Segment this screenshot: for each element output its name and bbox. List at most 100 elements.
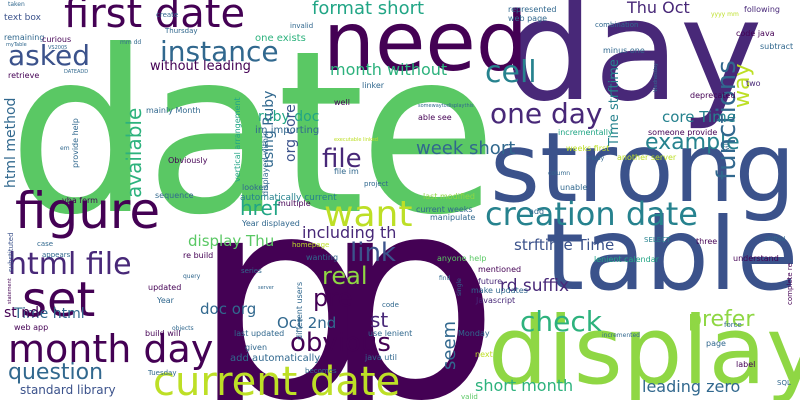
word-project: project	[364, 180, 389, 188]
word-taken: taken	[8, 1, 25, 8]
word-provide-help: provide help	[71, 118, 80, 168]
word-query: query	[183, 273, 201, 280]
word-wednesday: Wednesday	[653, 63, 659, 92]
word-wanting: wanting	[306, 253, 339, 262]
word-looked: looked	[242, 183, 269, 192]
word-unable: unable	[560, 183, 588, 192]
word-someone-provide: someone provide	[648, 128, 718, 137]
word-without-leading: without leading	[150, 59, 251, 74]
word-vba-form: vba form	[62, 196, 98, 205]
word-instance: instance	[160, 35, 279, 68]
word-force: force	[724, 321, 742, 329]
word-following: following	[744, 5, 780, 14]
word-homepage: homepage	[292, 241, 330, 249]
word-one-exists: one exists	[255, 33, 306, 44]
word-month-day: month day	[8, 327, 214, 371]
word-retrieve: retrieve	[8, 71, 40, 80]
word-subtract: subtract	[760, 42, 794, 51]
word-real: real	[322, 262, 368, 290]
word-current-date: current date	[153, 359, 401, 400]
word-oct-2nd: Oct 2nd	[277, 314, 337, 332]
word-mentioned: mentioned	[478, 265, 522, 274]
word-current-weeks: current weeks	[416, 205, 473, 214]
word-make-updates: make updates	[471, 286, 528, 295]
word-available: available	[122, 107, 146, 198]
word-minus-one: minus one	[603, 46, 645, 55]
word-updated: updated	[148, 283, 182, 292]
word-label: label	[736, 360, 756, 369]
word-java-util: java util	[365, 353, 397, 362]
word-represented: represented	[508, 5, 557, 14]
word-re-build: re build	[183, 251, 214, 260]
word-strftime-time: strftime Time	[514, 236, 615, 254]
word-server: server	[258, 285, 274, 291]
word-figure: figure	[15, 182, 161, 240]
word-cell: cell	[485, 55, 537, 90]
word-seem: seem	[439, 320, 460, 370]
word-tuesday: Tuesday	[148, 369, 177, 377]
word-core-time: core Time	[662, 108, 736, 126]
word-file-im: file im	[334, 167, 359, 176]
word-including-th: including th	[302, 223, 397, 242]
word-linker: linker	[362, 81, 385, 90]
word-series: series	[241, 267, 262, 275]
word-thursday: Thursday	[165, 27, 198, 35]
word-valid: valid	[461, 393, 478, 400]
word-page: page	[706, 339, 726, 348]
word-somewaytodisplaythis: somewaytodisplaythis	[418, 103, 474, 109]
word-rd-suffix: rd suffix	[500, 276, 570, 296]
word-incrementally: incrementally	[558, 128, 613, 137]
word-use-lenient: use lenient	[368, 329, 413, 338]
word-check: check	[520, 305, 602, 338]
word-set: set	[22, 272, 96, 328]
word-year-displayed: Year displayed	[242, 219, 300, 228]
word-im-importing: im importing	[255, 125, 320, 136]
word-lenient-calendar: lenient calendar	[594, 255, 659, 264]
word-one-day: one day	[490, 97, 603, 130]
word-month-without: month without	[330, 60, 448, 79]
word-pre: pre	[313, 284, 353, 312]
word-leading-zero: leading zero	[642, 377, 741, 396]
word-given: given	[245, 343, 268, 352]
word-code-java: code java	[736, 29, 775, 38]
word-mytable: myTable	[6, 42, 27, 48]
word-yyyy-mm: yyyy mm	[711, 11, 739, 18]
word-week-short: week short	[416, 138, 516, 159]
word-sequence: sequence	[155, 191, 194, 200]
word-year: Year	[157, 296, 174, 305]
word-table: table	[545, 196, 799, 313]
word-text-box: text box	[4, 13, 41, 23]
word-understand: understand	[733, 254, 779, 263]
word-html-file: html file	[8, 247, 132, 282]
word-short-month: short month	[475, 376, 574, 395]
word-automatically-current: automatically current	[240, 193, 337, 203]
word-friday: Friday	[586, 155, 605, 162]
word-javascript: Javascript	[476, 296, 516, 305]
word-three: three	[696, 237, 718, 246]
word-will: will	[724, 142, 731, 152]
word-want: want	[324, 194, 413, 235]
word-href: href	[240, 196, 280, 220]
word-objects: objects	[172, 325, 194, 332]
word-becomes: becomes	[305, 367, 337, 375]
word-prefer: prefer	[688, 307, 755, 332]
word-weeks-first: weeks first	[566, 144, 610, 153]
word-incremented: incremented	[602, 332, 640, 339]
word-multiple: multiple	[278, 199, 311, 208]
word-add: add	[529, 207, 545, 216]
word-different-users: different users	[295, 281, 304, 340]
word-sql: SQL	[777, 379, 791, 387]
word-creation-date: creation date	[485, 195, 698, 233]
word-code: code	[382, 301, 399, 309]
word-question: question	[8, 360, 104, 385]
word-need: need	[323, 0, 528, 90]
word-dateadd: DATEADD	[64, 69, 89, 75]
word-select: SELECT	[644, 236, 671, 244]
word-strong: strong	[490, 112, 796, 224]
word-time-html: Time html	[14, 306, 85, 322]
word-column: column	[548, 170, 571, 177]
word-mainly-month: mainly Month	[146, 106, 201, 115]
word-p-2: p	[322, 137, 500, 400]
word-single: single	[456, 278, 463, 296]
